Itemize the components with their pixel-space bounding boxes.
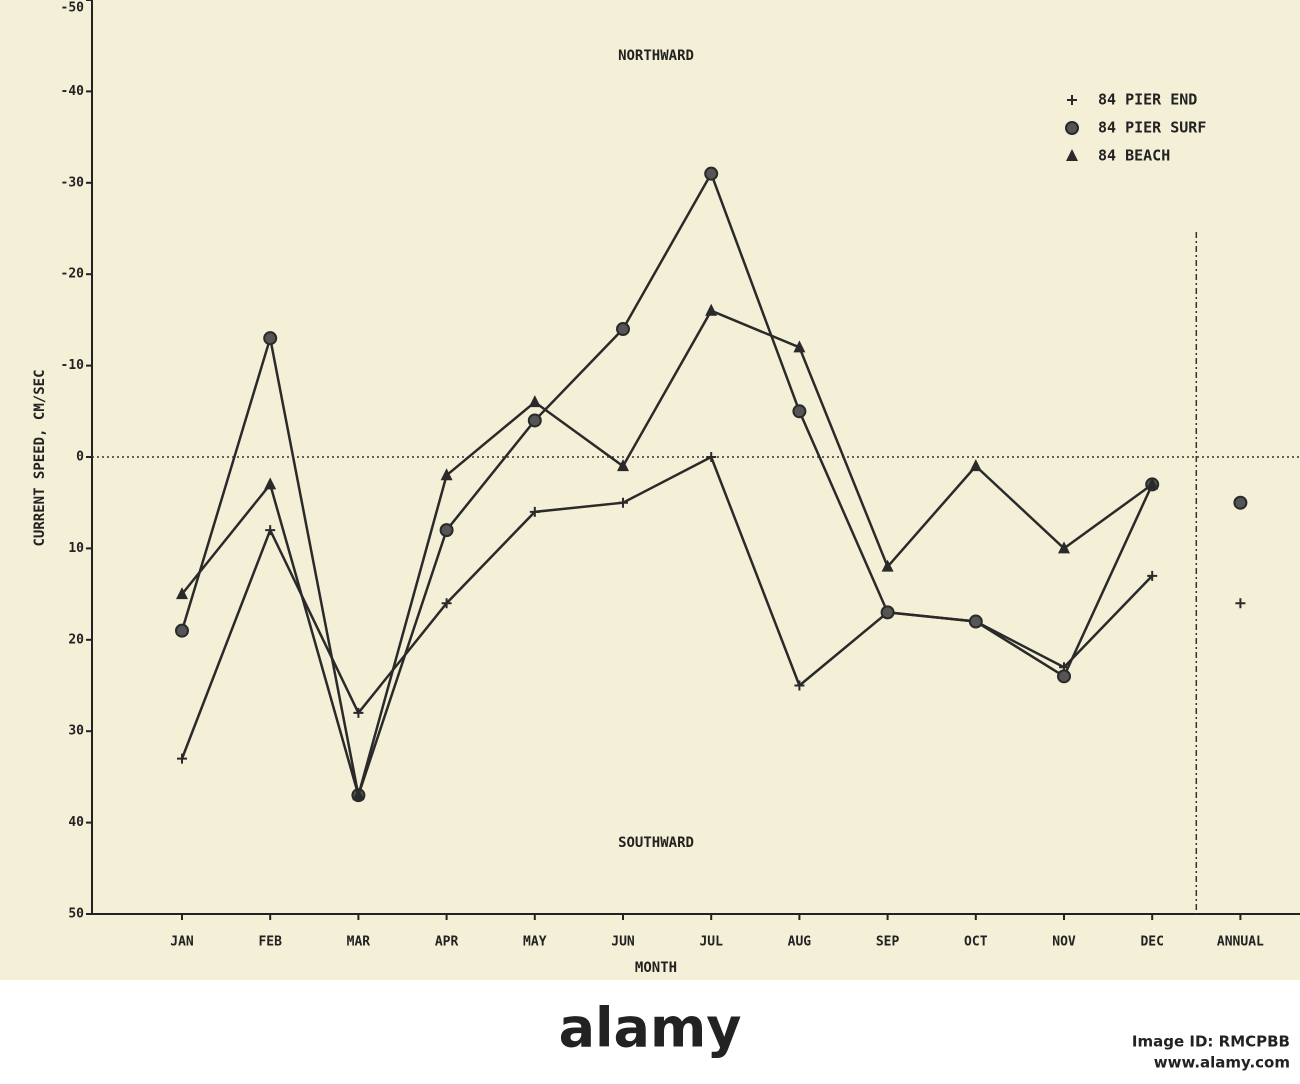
marker-circle: [1057, 669, 1071, 684]
marker-plus: [1067, 95, 1077, 105]
y-tick-label: 40: [68, 815, 84, 830]
marker-circle: [704, 166, 719, 181]
x-axis-label: MONTH: [635, 960, 677, 976]
x-tick-label: ANNUAL: [1217, 935, 1264, 950]
marker-plus: [529, 506, 540, 517]
marker-triangle: [352, 788, 365, 801]
x-tick-label: FEB: [258, 935, 282, 950]
y-tick-label: -20: [61, 267, 85, 282]
marker-triangle: [881, 559, 894, 572]
marker-circle: [1233, 495, 1248, 510]
x-tick-label: OCT: [964, 935, 988, 950]
marker-circle: [880, 605, 895, 620]
northward-label: NORTHWARD: [618, 48, 694, 64]
marker-triangle: [1146, 477, 1159, 490]
southward-label: SOUTHWARD: [618, 835, 694, 851]
marker-plus: [177, 753, 187, 764]
y-tick-label: -30: [61, 175, 85, 190]
marker-circle: [1065, 121, 1079, 135]
x-tick-label: APR: [435, 935, 459, 950]
y-tick-label: -10: [61, 358, 85, 373]
marker-plus: [618, 497, 628, 508]
marker-triangle: [440, 468, 453, 481]
marker-plus: [441, 598, 452, 609]
series-line: [180, 455, 1154, 760]
x-tick-label: MAY: [523, 935, 547, 950]
y-axis-label: CURRENT SPEED, CM/SEC: [32, 369, 48, 546]
marker-plus: [1235, 598, 1246, 609]
y-tick-label: 10: [68, 541, 84, 556]
x-tick-label: AUG: [788, 935, 812, 950]
x-tick-label: NOV: [1052, 935, 1076, 950]
marker-triangle: [793, 340, 806, 353]
marker-triangle: [1066, 149, 1078, 161]
marker-circle: [175, 623, 189, 638]
x-tick-label: MAR: [347, 935, 371, 950]
marker-triangle: [176, 587, 188, 600]
y-tick-label: 30: [68, 724, 84, 739]
marker-circle: [439, 523, 454, 538]
marker-circle: [616, 322, 630, 337]
marker-plus: [706, 452, 717, 462]
y-tick-label: 20: [68, 632, 84, 647]
x-tick-label: SEP: [876, 935, 900, 950]
marker-triangle: [264, 477, 277, 490]
footer-logo: alamy: [559, 997, 742, 1060]
series-line: [181, 309, 1153, 800]
series-line: [180, 170, 1154, 801]
x-tick-label: DEC: [1140, 935, 1163, 950]
marker-circle: [527, 413, 542, 428]
marker-triangle: [617, 459, 629, 472]
footer-id: Image ID: RMCPBB: [1132, 1033, 1290, 1051]
marker-plus: [1147, 570, 1158, 581]
legend-label: 84 PIER SURF: [1098, 119, 1206, 137]
marker-plus: [794, 680, 805, 691]
marker-circle: [263, 331, 278, 346]
marker-triangle: [705, 303, 718, 316]
marker-plus: [353, 707, 364, 718]
y-tick-label: 0: [76, 450, 84, 465]
marker-triangle: [969, 459, 982, 472]
marker-circle: [968, 614, 983, 629]
y-tick-label: -40: [61, 84, 85, 99]
footer-site: www.alamy.com: [1154, 1054, 1290, 1072]
x-tick-label: JUL: [699, 935, 723, 950]
y-tick-label: 50: [68, 907, 84, 922]
x-tick-label: JUN: [611, 935, 635, 950]
legend-label: 84 BEACH: [1098, 147, 1170, 165]
y-tick-label: -50: [61, 1, 85, 16]
marker-triangle: [1058, 541, 1070, 554]
x-tick-label: JAN: [170, 935, 194, 950]
marker-circle: [792, 404, 807, 419]
marker-plus: [265, 525, 276, 536]
legend-label: 84 PIER END: [1098, 91, 1197, 109]
marker-triangle: [528, 395, 541, 408]
